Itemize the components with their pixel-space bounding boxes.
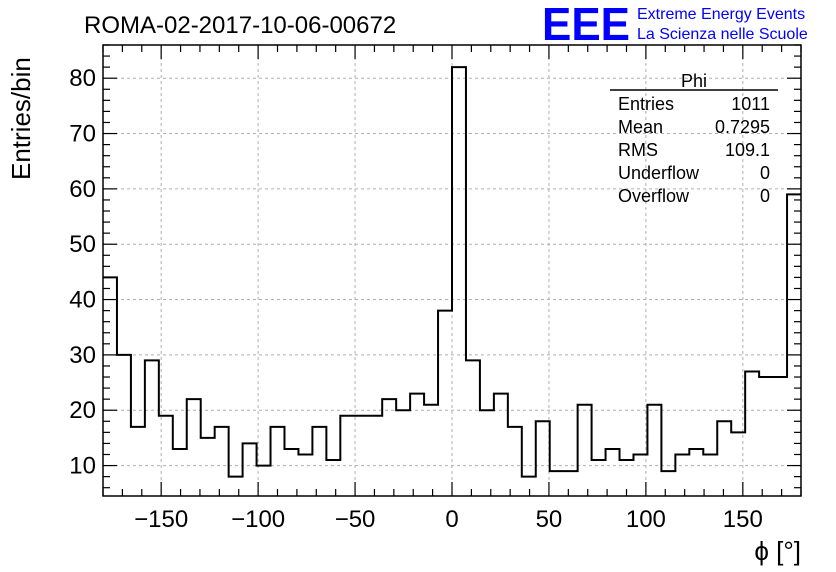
- x-tick-label: −100: [231, 506, 285, 533]
- histogram-bar: [396, 410, 410, 496]
- histogram-bar: [243, 443, 257, 496]
- histogram-outline: [103, 66, 801, 478]
- x-tick-label: −50: [335, 506, 376, 533]
- x-tick-label: −150: [134, 506, 188, 533]
- histogram-bar: [745, 371, 759, 496]
- histogram-bar: [424, 405, 438, 496]
- y-tick-label: 20: [69, 397, 96, 424]
- x-tick-label: 100: [626, 506, 666, 533]
- x-tick-label: 0: [445, 506, 458, 533]
- y-tick-label: 30: [69, 342, 96, 369]
- histogram-bar: [173, 449, 187, 496]
- x-tick-labels: −150 −100 −50 0 50 100 150: [134, 506, 763, 533]
- stats-box-title: Phi: [681, 71, 707, 91]
- stats-value-entries: 1011: [731, 94, 770, 114]
- x-axis-label: ϕ [°]: [754, 536, 801, 566]
- y-tick-label: 40: [69, 287, 96, 314]
- y-axis-label: Entries/bin: [6, 57, 36, 180]
- histogram-bar: [187, 399, 201, 496]
- histogram-bar: [773, 377, 787, 496]
- eee-logo: EEE Extreme Energy Events La Scienza nel…: [542, 0, 808, 50]
- histogram-bar: [117, 355, 131, 496]
- histogram-bar: [522, 477, 536, 496]
- histogram-bar: [438, 311, 452, 496]
- x-tick-label: 50: [536, 506, 563, 533]
- histogram-bar: [271, 427, 285, 496]
- histogram-bar: [661, 471, 675, 496]
- histogram-bar: [340, 416, 354, 496]
- histogram-bar: [284, 449, 298, 496]
- stats-label-underflow: Underflow: [618, 163, 700, 183]
- y-tick-label: 60: [69, 176, 96, 203]
- histogram-bar: [703, 454, 717, 496]
- histogram-bar: [564, 471, 578, 496]
- chart-title: ROMA-02-2017-10-06-00672: [84, 12, 396, 39]
- histogram-bar: [201, 438, 215, 496]
- stats-value-underflow: 0: [760, 163, 770, 183]
- stats-value-mean: 0.7295: [715, 117, 770, 137]
- histogram-bar: [354, 416, 368, 496]
- eee-logo-line1: Extreme Energy Events: [637, 6, 805, 23]
- histogram-bar: [466, 360, 480, 496]
- histogram-bar: [508, 427, 522, 496]
- histogram-bar: [229, 477, 243, 496]
- histogram-bar: [480, 410, 494, 496]
- histogram-bar: [298, 454, 312, 496]
- histogram-bar: [312, 427, 326, 496]
- histogram-bar: [647, 405, 661, 496]
- histogram-bar: [131, 427, 145, 496]
- axis-ticks: [102, 44, 802, 496]
- histogram-bar: [675, 454, 689, 496]
- x-tick-label: 150: [723, 506, 763, 533]
- eee-logo-line2: La Scienza nelle Scuole: [637, 26, 808, 43]
- stats-value-overflow: 0: [760, 186, 770, 206]
- y-tick-label: 50: [69, 231, 96, 258]
- stats-label-overflow: Overflow: [618, 186, 690, 206]
- stats-label-mean: Mean: [618, 117, 663, 137]
- y-tick-labels: 10 20 30 40 50 60 70 80: [69, 65, 96, 479]
- stats-label-entries: Entries: [618, 94, 674, 114]
- histogram-bar: [452, 67, 466, 496]
- y-tick-label: 10: [69, 453, 96, 480]
- stats-box: Phi Entries 1011 Mean 0.7295 RMS 109.1 U…: [610, 71, 778, 206]
- histogram-bar: [368, 416, 382, 496]
- y-tick-label: 80: [69, 65, 96, 92]
- histogram-bar: [215, 427, 229, 496]
- histogram-bar: [410, 394, 424, 496]
- histogram-bar: [536, 421, 550, 496]
- histogram-bar: [606, 449, 620, 496]
- eee-logo-mark: EEE: [542, 0, 630, 50]
- histogram-bar: [717, 421, 731, 496]
- histogram-bar: [382, 399, 396, 496]
- y-tick-label: 70: [69, 121, 96, 148]
- histogram-bar: [145, 360, 159, 496]
- histogram-bar: [550, 471, 564, 496]
- histogram-bar: [578, 405, 592, 496]
- plot-frame: [102, 44, 802, 497]
- histogram-bar: [759, 377, 773, 496]
- stats-label-rms: RMS: [618, 140, 658, 160]
- stats-value-rms: 109.1: [725, 140, 770, 160]
- histogram-bar: [689, 449, 703, 496]
- histogram-bar: [787, 194, 801, 496]
- histogram-bar: [494, 394, 508, 496]
